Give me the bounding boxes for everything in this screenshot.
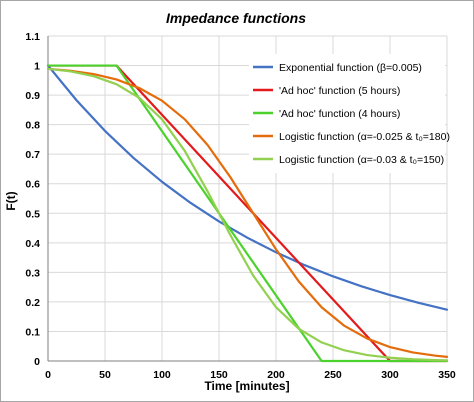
y-tick-label: 0.2	[25, 297, 40, 309]
series-line-1	[46, 64, 449, 311]
y-tick-label: 0.6	[25, 179, 40, 191]
legend-label: 'Ad hoc' function (4 hours)	[279, 108, 400, 120]
x-tick-label: 0	[45, 369, 51, 381]
x-tick-label: 350	[438, 369, 456, 381]
y-tick-label: 0.5	[25, 208, 40, 220]
series-lines	[46, 64, 449, 363]
x-tick-label: 250	[324, 369, 342, 381]
y-tick-label: 0.4	[25, 238, 40, 250]
y-tick-label: 0.3	[25, 267, 40, 279]
y-tick-label: 0.9	[25, 90, 40, 102]
series-line-5	[46, 67, 449, 362]
legend-label: 'Ad hoc' function (5 hours)	[279, 85, 400, 97]
series-line-4	[46, 67, 449, 358]
x-tick-label: 150	[210, 369, 228, 381]
x-tick-label: 200	[267, 369, 285, 381]
y-axis-title: F(t)	[4, 191, 18, 210]
y-tick-label: 1	[34, 61, 40, 73]
legend-label: Exponential function (β=0.005)	[279, 62, 422, 74]
y-tick-label: 0	[34, 356, 40, 368]
x-tick-label: 50	[99, 369, 111, 381]
legend-label: Logistic function (α=-0.025 & t₀=180)	[279, 131, 450, 143]
y-tick-label: 0.1	[25, 326, 40, 338]
y-tick-label: 0.8	[25, 120, 40, 132]
y-tick-label: 1.1	[25, 31, 40, 43]
x-tick-label: 100	[153, 369, 171, 381]
x-axis-title: Time [minutes]	[204, 379, 289, 393]
tick-labels: 0 0.1 0.2 0.3 0.4 0.5 0.6 0.7 0.8 0.9 1 1.1 0 50 100 15…	[25, 31, 456, 381]
chart-title: Impedance functions	[166, 10, 306, 26]
legend: Exponential function (β=0.005) 'Ad hoc' f…	[249, 54, 450, 173]
y-tick-label: 0.7	[25, 149, 40, 161]
x-tick-label: 300	[381, 369, 399, 381]
legend-background	[249, 54, 445, 173]
legend-label: Logistic function (α=-0.03 & t₀=150)	[279, 154, 444, 166]
